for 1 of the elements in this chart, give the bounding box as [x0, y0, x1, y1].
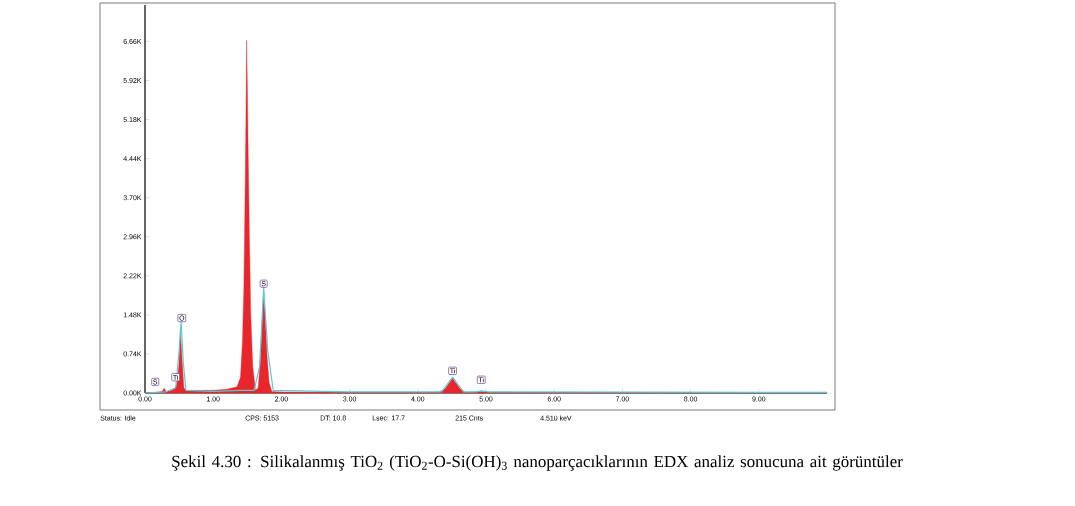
text: Şekil 4.30 : Silikalanmış TiO$_{2}$ (TiO$_{2}$-O-Si(OH)$_{3}$ nanoparçacıklarının EDX analiz sonucuna ait görüntüler: [172, 455, 903, 471]
